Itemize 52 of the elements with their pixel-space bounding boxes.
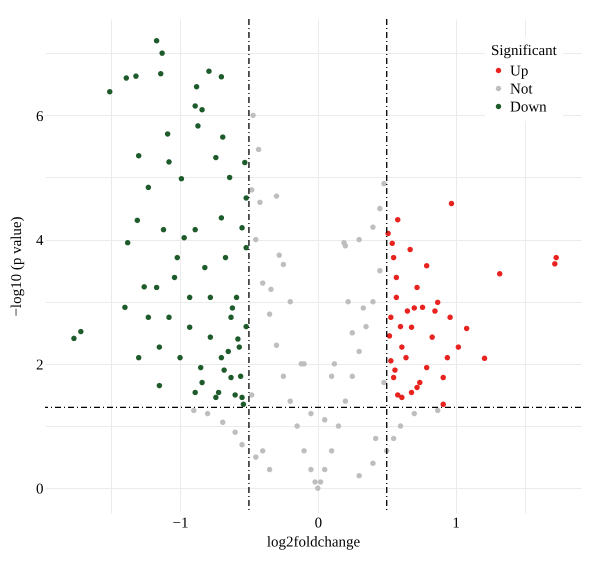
point [552, 261, 558, 267]
point [448, 200, 454, 206]
point [403, 354, 409, 360]
point [388, 358, 394, 364]
point [429, 334, 435, 340]
point [424, 364, 430, 370]
point [404, 308, 410, 314]
point [390, 374, 396, 380]
legend-label: Up [510, 64, 528, 80]
point [412, 305, 418, 311]
point [408, 390, 414, 396]
point [464, 326, 470, 332]
point [408, 324, 414, 330]
point [432, 308, 438, 314]
point [553, 254, 559, 260]
point [444, 354, 450, 360]
legend-label: Not [510, 82, 534, 98]
point [456, 344, 462, 350]
point [440, 374, 446, 380]
point [394, 294, 400, 300]
point [414, 384, 420, 390]
point [398, 324, 404, 330]
point [394, 274, 400, 280]
point [395, 216, 400, 222]
point [447, 314, 453, 320]
point [389, 240, 395, 246]
x-axis-title: log2foldchange [266, 534, 360, 550]
y-tick-label: 0 [36, 482, 44, 498]
point [414, 284, 420, 290]
point [417, 380, 423, 386]
point [399, 344, 405, 350]
point [440, 402, 446, 407]
point [424, 262, 430, 268]
y-tick-label: 4 [36, 233, 44, 250]
y-axis-title: −log10 (p value) [9, 216, 25, 317]
legend-label: Down [510, 100, 548, 116]
point [395, 392, 400, 398]
point [482, 356, 488, 362]
legend-title: Significant [491, 43, 558, 59]
x-tick-label: −1 [172, 516, 189, 532]
point [390, 254, 396, 260]
point [434, 300, 440, 306]
point [388, 314, 394, 320]
y-tick-label: 2 [36, 357, 44, 374]
point [420, 304, 426, 310]
y-tick-label: 6 [36, 108, 44, 125]
point [407, 246, 413, 252]
x-tick-label: 0 [314, 516, 322, 532]
point [399, 394, 405, 400]
point [496, 271, 502, 276]
point [392, 367, 398, 373]
x-tick-label: 1 [452, 516, 460, 532]
